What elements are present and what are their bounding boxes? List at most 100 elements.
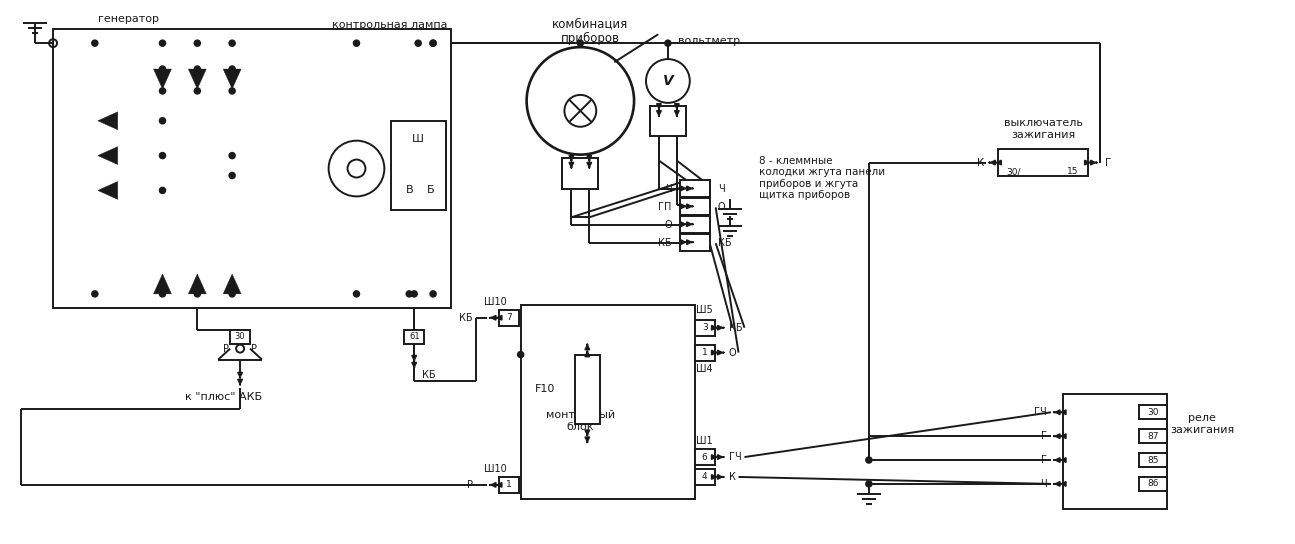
Circle shape — [407, 291, 412, 296]
Text: Ч: Ч — [1040, 479, 1046, 489]
Text: 1: 1 — [506, 480, 512, 490]
Text: 87: 87 — [1147, 431, 1159, 441]
Bar — [499, 477, 519, 493]
Bar — [1063, 394, 1167, 509]
Text: 61: 61 — [409, 332, 420, 341]
Text: О: О — [664, 220, 672, 230]
Text: к "плюс" АКБ: к "плюс" АКБ — [185, 392, 263, 403]
Text: 30/: 30/ — [1006, 167, 1020, 176]
Text: Ш5: Ш5 — [697, 305, 714, 315]
Text: V: V — [663, 74, 673, 88]
Text: КБ: КБ — [717, 238, 732, 248]
Bar — [231, 330, 250, 344]
Circle shape — [159, 188, 166, 193]
Circle shape — [354, 291, 359, 296]
Bar — [404, 330, 425, 344]
Circle shape — [866, 481, 872, 487]
Circle shape — [159, 153, 166, 158]
Circle shape — [159, 291, 166, 296]
Circle shape — [578, 40, 583, 46]
Text: О: О — [729, 348, 737, 357]
Circle shape — [159, 88, 166, 94]
Polygon shape — [188, 69, 206, 89]
Polygon shape — [223, 69, 241, 89]
Bar — [680, 217, 710, 233]
Text: Ш1: Ш1 — [697, 436, 714, 446]
Bar — [562, 158, 598, 189]
Text: Г: Г — [1105, 158, 1111, 168]
Circle shape — [518, 352, 523, 357]
Text: 86: 86 — [1147, 479, 1159, 489]
Circle shape — [159, 66, 166, 72]
Circle shape — [229, 88, 234, 94]
Polygon shape — [154, 69, 171, 89]
Circle shape — [92, 40, 97, 46]
Bar — [694, 320, 715, 336]
Circle shape — [229, 172, 234, 178]
Circle shape — [430, 40, 436, 46]
Bar — [680, 199, 710, 215]
Text: Г: Г — [1041, 455, 1046, 465]
Text: монтажный
блок: монтажный блок — [545, 410, 615, 432]
Circle shape — [159, 118, 166, 123]
Text: КБ: КБ — [658, 238, 672, 248]
Bar — [680, 234, 710, 251]
Text: Ш10: Ш10 — [484, 297, 508, 307]
Circle shape — [229, 291, 234, 296]
Text: 6: 6 — [702, 453, 707, 461]
Text: 30: 30 — [1147, 408, 1159, 417]
Text: 30: 30 — [234, 332, 246, 341]
Text: реле
зажигания: реле зажигания — [1169, 413, 1234, 435]
Text: Б: Б — [427, 186, 435, 195]
Text: генератор: генератор — [98, 14, 159, 24]
Bar — [575, 355, 601, 424]
Circle shape — [229, 153, 234, 158]
Polygon shape — [98, 182, 118, 199]
Text: ГЧ: ГЧ — [729, 452, 741, 462]
Text: 3: 3 — [702, 323, 707, 332]
Text: Ч: Ч — [717, 184, 724, 194]
Text: КБ: КБ — [460, 313, 473, 323]
Bar — [694, 345, 715, 361]
Text: Ш4: Ш4 — [697, 364, 714, 374]
Text: 8 - клеммные
колодки жгута панели
приборов и жгута
щитка приборов: 8 - клеммные колодки жгута панели прибор… — [759, 156, 886, 200]
Bar — [521, 305, 694, 499]
Circle shape — [866, 458, 872, 463]
Text: О: О — [717, 202, 725, 212]
Circle shape — [416, 40, 421, 46]
Text: выключатель
зажигания: выключатель зажигания — [1004, 118, 1083, 139]
Text: 85: 85 — [1147, 455, 1159, 465]
Circle shape — [229, 40, 234, 46]
Text: комбинация
приборов: комбинация приборов — [552, 17, 628, 45]
Bar — [1140, 453, 1167, 467]
Bar — [680, 181, 710, 197]
Circle shape — [194, 291, 201, 296]
Text: КБ: КБ — [729, 323, 742, 333]
Text: Ш: Ш — [412, 134, 425, 144]
Bar — [694, 449, 715, 465]
Text: Р: Р — [223, 344, 229, 354]
Bar — [650, 106, 686, 135]
Text: Ч: Ч — [666, 184, 672, 194]
Text: 15: 15 — [1067, 167, 1079, 176]
Circle shape — [354, 40, 359, 46]
Text: ГЧ: ГЧ — [1035, 407, 1046, 417]
Bar — [391, 121, 445, 211]
Circle shape — [430, 40, 436, 46]
Text: К: К — [976, 158, 984, 168]
Text: 4: 4 — [702, 472, 707, 481]
Polygon shape — [188, 274, 206, 294]
Bar — [1140, 405, 1167, 419]
Text: 1: 1 — [702, 348, 707, 357]
Text: ГП: ГП — [658, 202, 672, 212]
Polygon shape — [223, 274, 241, 294]
Polygon shape — [98, 147, 118, 164]
Text: КБ: КБ — [422, 370, 436, 380]
Circle shape — [194, 40, 201, 46]
Text: Р: Р — [251, 344, 256, 354]
Bar — [1140, 429, 1167, 443]
Text: Р: Р — [467, 480, 473, 490]
Text: В: В — [405, 186, 413, 195]
Bar — [694, 469, 715, 485]
Circle shape — [666, 40, 671, 46]
